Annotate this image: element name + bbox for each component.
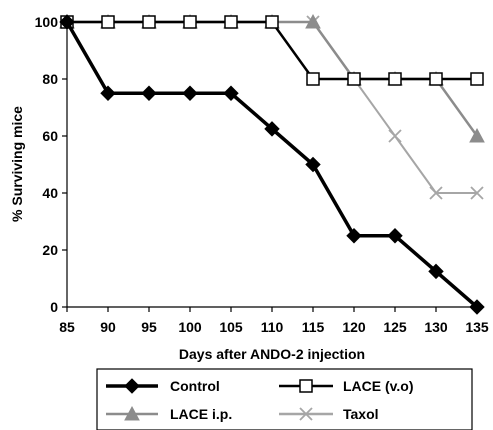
- data-point-control: [428, 263, 444, 280]
- legend: Control LACE (v.o) LACE i.p. Taxol: [96, 368, 473, 430]
- legend-box: [96, 368, 473, 430]
- x-tick-label: 120: [342, 319, 366, 335]
- data-point-lace-v-o: [388, 72, 402, 86]
- y-tick-label: 20: [42, 242, 58, 258]
- series-line-taxol: [67, 21, 477, 194]
- data-point-lace-i-p: [305, 13, 321, 29]
- x-ticks: 85 90 95 100 105 110 115 120 125 130 135: [59, 307, 489, 335]
- data-point-lace-v-o: [347, 72, 361, 86]
- legend-marker: [124, 405, 140, 421]
- x-tick-label: 115: [302, 319, 325, 335]
- data-point-control: [469, 299, 485, 315]
- legend-label: LACE i.p.: [170, 406, 232, 422]
- data-point-control: [141, 85, 157, 101]
- data-point-lace-v-o: [142, 15, 156, 29]
- data-point-lace-v-o: [306, 72, 320, 86]
- legend-marker: [299, 379, 313, 393]
- legend-marker: [124, 378, 140, 394]
- data-point-taxol: [388, 129, 402, 143]
- x-tick-label: 85: [59, 319, 75, 335]
- y-tick-label: 60: [42, 128, 58, 144]
- legend-item-lace-v-o: LACE (v.o): [279, 378, 414, 394]
- x-tick-label: 105: [219, 319, 243, 335]
- legend-item-lace-i-p: LACE i.p.: [106, 405, 232, 422]
- legend-label: LACE (v.o): [343, 378, 414, 394]
- x-tick-label: 100: [178, 319, 202, 335]
- y-axis-title: % Surviving mice: [9, 106, 25, 222]
- data-point-lace-v-o: [183, 15, 197, 29]
- legend-item-control: Control: [106, 378, 220, 394]
- legend-marker: [299, 407, 313, 421]
- data-point-control: [346, 228, 362, 244]
- series-lace-v-o: [60, 15, 484, 86]
- data-point-control: [305, 156, 321, 173]
- legend-label: Control: [170, 378, 220, 394]
- data-point-control: [223, 85, 239, 101]
- x-tick-label: 130: [424, 319, 448, 335]
- data-point-lace-v-o: [101, 15, 115, 29]
- data-point-control: [59, 14, 75, 30]
- legend-label: Taxol: [343, 406, 379, 422]
- series-control: [59, 14, 485, 315]
- x-tick-label: 125: [383, 319, 407, 335]
- y-tick-label: 80: [42, 71, 58, 87]
- data-point-lace-v-o: [265, 15, 279, 29]
- y-ticks: 0 20 40 60 80 100: [35, 14, 67, 315]
- data-point-lace-v-o: [470, 72, 484, 86]
- x-tick-label: 95: [141, 319, 157, 335]
- legend-item-taxol: Taxol: [279, 406, 379, 422]
- data-point-control: [387, 228, 403, 244]
- data-point-control: [182, 85, 198, 101]
- data-point-taxol: [429, 186, 443, 200]
- series-layer: [59, 13, 485, 315]
- data-point-control: [100, 85, 116, 101]
- x-tick-label: 110: [261, 319, 284, 335]
- series-taxol: [60, 15, 484, 200]
- x-tick-label: 135: [465, 319, 489, 335]
- y-tick-label: 0: [50, 299, 58, 315]
- y-tick-label: 40: [42, 185, 58, 201]
- x-axis-title: Days after ANDO-2 injection: [179, 346, 365, 362]
- data-point-lace-i-p: [469, 127, 485, 143]
- data-point-lace-v-o: [429, 72, 443, 86]
- series-line-lace-v-o: [67, 20, 477, 81]
- data-point-lace-v-o: [224, 15, 238, 29]
- data-point-taxol: [470, 186, 484, 200]
- x-tick-label: 90: [100, 319, 116, 335]
- data-point-control: [264, 121, 280, 137]
- y-tick-label: 100: [35, 14, 59, 30]
